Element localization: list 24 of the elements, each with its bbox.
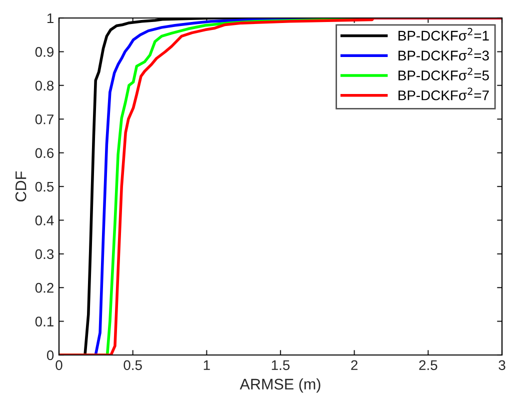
y-tick-label: 0.6: [35, 148, 54, 158]
x-tick-label: 2: [351, 360, 358, 370]
x-tick-label: 0: [56, 360, 62, 370]
legend-label: BP-DCKFσ$^{2}$=1: [398, 28, 489, 41]
x-axis-title: ARMSE (m): [240, 378, 320, 393]
y-tick-label: 0.3: [35, 249, 54, 260]
y-tick-label: 0: [46, 350, 54, 360]
x-tick-label: 2.5: [419, 360, 438, 370]
y-tick-label: 0.2: [35, 282, 54, 293]
legend-label: BP-DCKFσ$^{2}$=5: [398, 68, 489, 80]
x-tick-label: 3: [498, 360, 506, 370]
y-axis-title: CDF: [15, 171, 26, 202]
y-tick-label: 0.9: [35, 47, 54, 57]
y-tick-label: 0.4: [35, 216, 54, 226]
y-tick-label: 0.8: [35, 80, 54, 91]
x-tick-label: 1: [204, 360, 210, 370]
legend-label: BP-DCKFσ$^{2}$=7: [398, 88, 489, 100]
legend-label: BP-DCKFσ$^{2}$=3: [398, 48, 489, 60]
y-tick-label: 0.7: [35, 114, 54, 124]
y-tick-label: 1: [47, 13, 54, 24]
y-tick-label: 0.1: [35, 316, 54, 326]
x-tick-label: 0.5: [124, 360, 142, 370]
x-tick-label: 1.5: [272, 360, 290, 370]
y-tick-label: 0.5: [35, 182, 54, 192]
